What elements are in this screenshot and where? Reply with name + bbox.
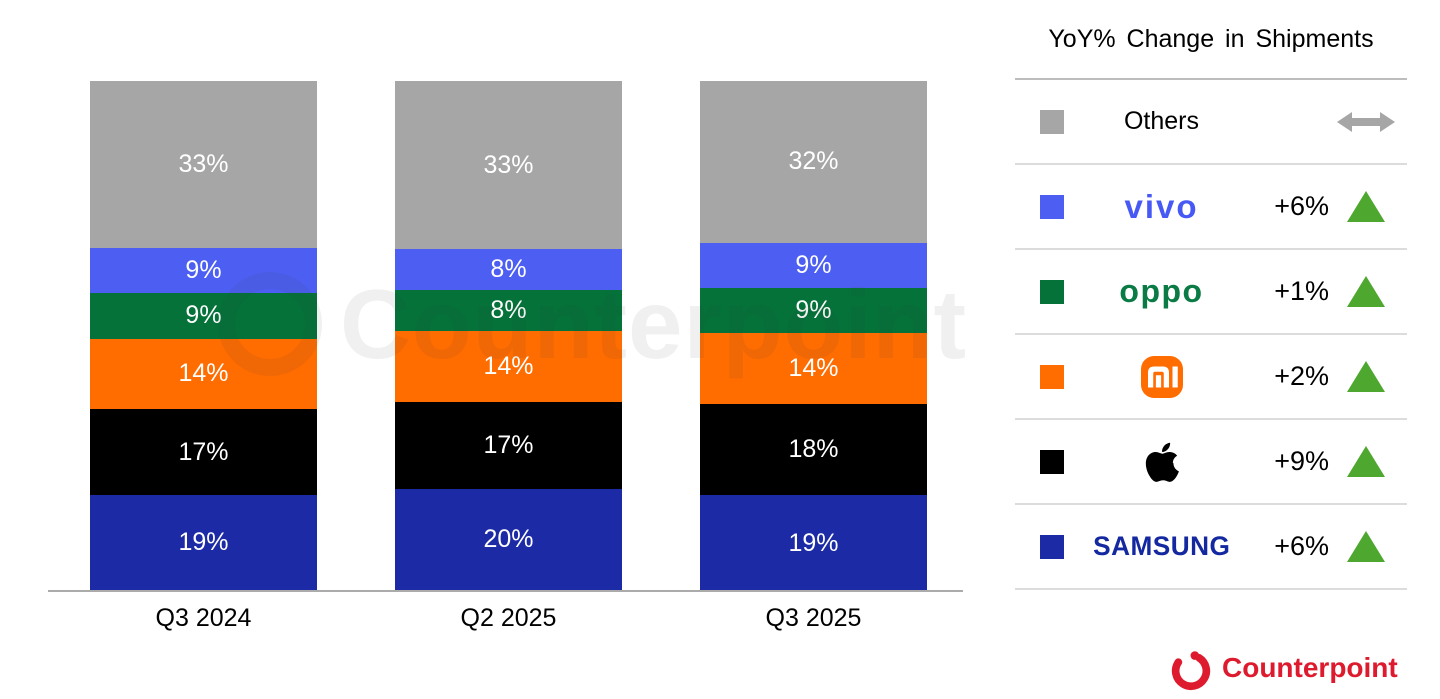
brand-logo-cell: SAMSUNG	[1064, 531, 1259, 562]
xiaomi-mi-logo-icon	[1140, 355, 1183, 398]
x-axis-label: Q3 2025	[765, 604, 862, 632]
brand-logo-cell: oppo	[1064, 273, 1259, 310]
legend-rows: Others vivo +6% oppo +1% +2% +9% SAMSUNG +6%	[1015, 80, 1407, 590]
brand-logo-cell	[1064, 355, 1259, 398]
stacked-bar-chart: 33% 9% 9% 14% 17% 19% 33% 8% 8% 14% 17% 20% 32% 9% 9% 1…	[48, 81, 966, 632]
stacked-bar: 33% 9% 9% 14% 17% 19%	[90, 81, 317, 591]
segment-apple: 17%	[90, 409, 317, 496]
x-axis-line	[48, 590, 963, 592]
yoy-change-value: +6%	[1274, 531, 1329, 561]
segment-others: 33%	[395, 81, 622, 250]
samsung-swatch	[1040, 534, 1064, 559]
segment-value-label: 9%	[185, 255, 222, 284]
segment-apple: 18%	[700, 404, 927, 496]
segment-value-label: 14%	[178, 359, 229, 388]
segment-value-label: 33%	[483, 150, 534, 179]
vivo-logo: vivo	[1124, 187, 1199, 225]
trend-indicator	[1337, 191, 1395, 222]
flat-double-arrow-icon	[1337, 111, 1395, 132]
x-axis-label: Q2 2025	[460, 604, 557, 632]
oppo-swatch	[1040, 279, 1064, 304]
brand-logo-cell	[1064, 440, 1259, 484]
legend-title: YoY% Change in Shipments	[1015, 0, 1407, 80]
samsung-logo: SAMSUNG	[1092, 531, 1231, 561]
segment-samsung: 19%	[90, 495, 317, 591]
segment-samsung: 20%	[395, 488, 622, 591]
apple-swatch	[1040, 449, 1064, 474]
stacked-bar: 33% 8% 8% 14% 17% 20%	[395, 81, 622, 591]
up-triangle-icon	[1347, 531, 1385, 562]
up-triangle-icon	[1347, 446, 1385, 477]
segment-value-label: 9%	[795, 250, 832, 279]
segment-value-label: 20%	[483, 525, 534, 554]
trend-indicator	[1337, 531, 1395, 562]
segment-value-label: 9%	[795, 296, 832, 325]
yoy-change-value: +1%	[1274, 276, 1329, 306]
segment-value-label: 17%	[178, 437, 229, 466]
counterpoint-mark-icon	[1171, 651, 1211, 691]
segment-value-label: 18%	[788, 435, 839, 464]
segment-samsung: 19%	[700, 495, 927, 591]
segment-vivo: 9%	[90, 247, 317, 294]
segment-value-label: 8%	[490, 295, 527, 324]
segment-oppo: 9%	[700, 288, 927, 334]
segment-value-label: 19%	[178, 528, 229, 557]
segment-oppo: 8%	[395, 290, 622, 331]
segment-others: 33%	[90, 81, 317, 248]
yoy-change-value: +9%	[1274, 446, 1329, 476]
others-logo: Others	[1123, 107, 1200, 135]
segment-xiaomi: 14%	[700, 333, 927, 405]
legend-row-xiaomi: +2%	[1015, 335, 1407, 420]
segment-oppo: 9%	[90, 293, 317, 339]
trend-indicator	[1337, 446, 1395, 477]
segment-value-label: 8%	[490, 255, 527, 284]
segment-value-label: 14%	[788, 354, 839, 383]
x-axis-label: Q3 2024	[155, 604, 252, 632]
oppo-logo: oppo	[1119, 273, 1204, 309]
yoy-change-value: +6%	[1274, 191, 1329, 221]
apple-logo-icon	[1145, 442, 1179, 482]
segment-others: 32%	[700, 81, 927, 243]
segment-xiaomi: 14%	[90, 338, 317, 410]
stacked-bar: 32% 9% 9% 14% 18% 19%	[700, 81, 927, 591]
segment-value-label: 14%	[483, 352, 534, 381]
legend-row-oppo: oppo +1%	[1015, 250, 1407, 335]
segment-apple: 17%	[395, 402, 622, 489]
segment-value-label: 33%	[178, 149, 229, 178]
segment-vivo: 8%	[395, 249, 622, 291]
legend-row-samsung: SAMSUNG +6%	[1015, 505, 1407, 590]
up-triangle-icon	[1347, 191, 1385, 222]
yoy-change-value: +2%	[1274, 361, 1329, 391]
legend-row-vivo: vivo +6%	[1015, 165, 1407, 250]
segment-vivo: 9%	[700, 242, 927, 289]
counterpoint-wordmark: Counterpoint	[1222, 652, 1398, 683]
up-triangle-icon	[1347, 276, 1385, 307]
segment-xiaomi: 14%	[395, 330, 622, 403]
xiaomi-swatch	[1040, 364, 1064, 389]
trend-indicator	[1337, 276, 1395, 307]
legend-row-apple: +9%	[1015, 420, 1407, 505]
trend-indicator	[1337, 361, 1395, 392]
legend-panel: YoY% Change in Shipments Others vivo +6% o…	[1015, 0, 1407, 590]
counterpoint-logo: Counterpoint	[1168, 645, 1398, 691]
others-swatch	[1040, 109, 1064, 134]
legend-row-others: Others	[1015, 80, 1407, 165]
brand-logo-cell: Others	[1064, 107, 1259, 136]
segment-value-label: 32%	[788, 147, 839, 176]
segment-value-label: 9%	[185, 301, 222, 330]
trend-indicator	[1337, 111, 1395, 132]
vivo-swatch	[1040, 194, 1064, 219]
segment-value-label: 17%	[483, 431, 534, 460]
up-triangle-icon	[1347, 361, 1385, 392]
segment-value-label: 19%	[788, 528, 839, 557]
brand-logo-cell: vivo	[1064, 188, 1259, 226]
